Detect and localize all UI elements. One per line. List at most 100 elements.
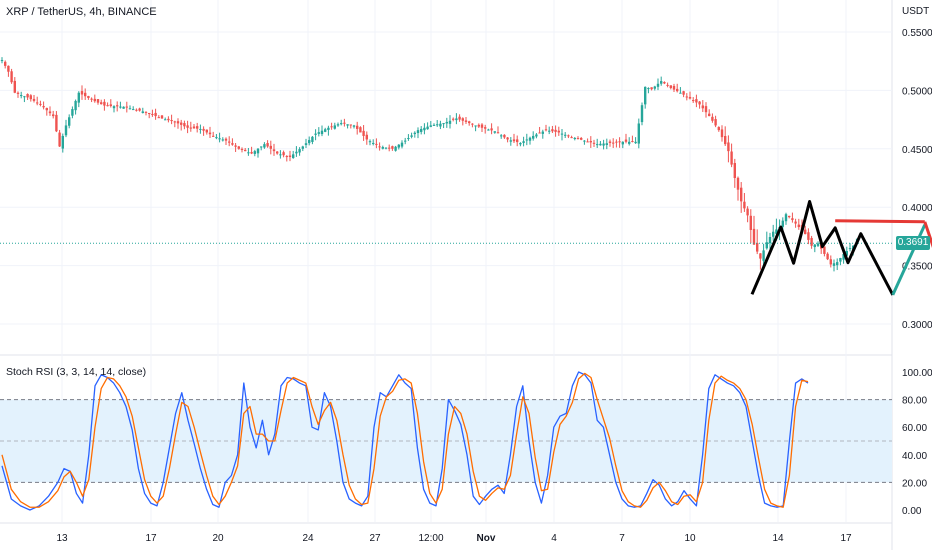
price-tick-label: 0.3500 bbox=[902, 262, 932, 273]
candle-body bbox=[221, 139, 224, 141]
candle-body bbox=[279, 154, 282, 156]
candle-body bbox=[660, 81, 663, 84]
candle-body bbox=[701, 105, 704, 109]
candle-body bbox=[359, 127, 362, 133]
stoch-tick-label: 20.00 bbox=[902, 478, 927, 489]
candle-body bbox=[772, 231, 775, 237]
candle-body bbox=[298, 149, 301, 153]
chart-title: XRP / TetherUS, 4h, BINANCE bbox=[6, 6, 157, 18]
candle-body bbox=[138, 108, 141, 111]
candle-body bbox=[781, 220, 784, 227]
candle-body bbox=[16, 92, 20, 94]
candle-body bbox=[29, 95, 32, 100]
candle-body bbox=[256, 148, 260, 154]
candle-body bbox=[708, 113, 711, 117]
candle-body bbox=[218, 138, 221, 140]
time-tick-label: 7 bbox=[619, 533, 625, 544]
time-tick-label: 17 bbox=[840, 533, 852, 544]
candle-body bbox=[730, 151, 733, 165]
time-tick-label: 20 bbox=[212, 533, 224, 544]
candle-body bbox=[711, 116, 714, 121]
candle-body bbox=[199, 128, 202, 130]
candle-body bbox=[461, 118, 464, 121]
candle-body bbox=[378, 146, 381, 148]
candle-body bbox=[535, 134, 538, 137]
candle-body bbox=[791, 218, 794, 221]
candle-body bbox=[532, 135, 535, 139]
candle-body bbox=[474, 125, 477, 127]
stoch-tick-label: 100.00 bbox=[902, 368, 932, 379]
candle-body bbox=[269, 145, 272, 149]
candle-body bbox=[458, 116, 461, 120]
candle-body bbox=[349, 124, 352, 126]
candle-body bbox=[525, 139, 528, 141]
candle-body bbox=[317, 132, 320, 134]
candle-body bbox=[285, 156, 288, 158]
candle-body bbox=[826, 253, 829, 260]
candle-body bbox=[340, 123, 343, 125]
price-tick-label: 0.5500 bbox=[902, 28, 932, 39]
candle-body bbox=[26, 94, 29, 98]
candle-body bbox=[228, 141, 231, 143]
candle-body bbox=[311, 136, 314, 142]
candle-body bbox=[173, 121, 176, 123]
candle-body bbox=[733, 162, 736, 178]
candle-body bbox=[135, 109, 138, 111]
candle-body bbox=[394, 146, 397, 151]
candle-body bbox=[653, 86, 656, 89]
candle-body bbox=[586, 141, 589, 143]
candle-body bbox=[215, 137, 218, 139]
candle-body bbox=[679, 92, 682, 94]
candle-body bbox=[346, 124, 349, 126]
candle-body bbox=[644, 86, 647, 105]
candle-body bbox=[804, 229, 807, 235]
candle-body bbox=[576, 138, 580, 140]
candle-body bbox=[0, 60, 4, 62]
candle-body bbox=[704, 106, 708, 113]
candle-body bbox=[288, 155, 292, 157]
candle-body bbox=[263, 144, 266, 148]
candle-body bbox=[247, 152, 250, 154]
candle-body bbox=[596, 144, 599, 146]
candle-body bbox=[468, 121, 471, 124]
candle-body bbox=[519, 142, 522, 145]
candle-body bbox=[522, 141, 525, 143]
candle-body bbox=[765, 242, 768, 249]
candle-body bbox=[548, 130, 551, 132]
candle-body bbox=[375, 143, 378, 145]
candle-body bbox=[823, 246, 826, 254]
candle-body bbox=[544, 129, 548, 131]
candle-body bbox=[676, 88, 679, 92]
candle-body bbox=[276, 151, 279, 154]
candle-body bbox=[416, 130, 420, 134]
candle-body bbox=[20, 95, 23, 97]
candle-body bbox=[93, 98, 96, 102]
candle-body bbox=[797, 224, 800, 228]
candle-body bbox=[775, 229, 778, 234]
candle-body bbox=[170, 119, 173, 122]
candle-body bbox=[583, 140, 586, 142]
candle-body bbox=[813, 244, 816, 248]
candle-body bbox=[45, 108, 48, 111]
candle-body bbox=[237, 146, 240, 149]
stoch-tick-label: 60.00 bbox=[902, 423, 927, 434]
candle-body bbox=[327, 127, 330, 130]
candle-body bbox=[628, 141, 631, 144]
candle-body bbox=[292, 154, 295, 159]
candle-body bbox=[736, 177, 740, 190]
candle-body bbox=[205, 129, 208, 133]
candle-body bbox=[314, 133, 317, 135]
time-tick-label: 14 bbox=[772, 533, 784, 544]
candle-body bbox=[112, 106, 116, 109]
candle-body bbox=[420, 128, 423, 132]
candle-body bbox=[253, 151, 256, 154]
candle-body bbox=[503, 134, 506, 138]
candle-body bbox=[484, 127, 487, 129]
candle-body bbox=[100, 102, 103, 105]
candle-body bbox=[61, 135, 64, 149]
candle-body bbox=[554, 129, 557, 132]
candle-body bbox=[36, 102, 39, 104]
candle-body bbox=[295, 151, 298, 154]
